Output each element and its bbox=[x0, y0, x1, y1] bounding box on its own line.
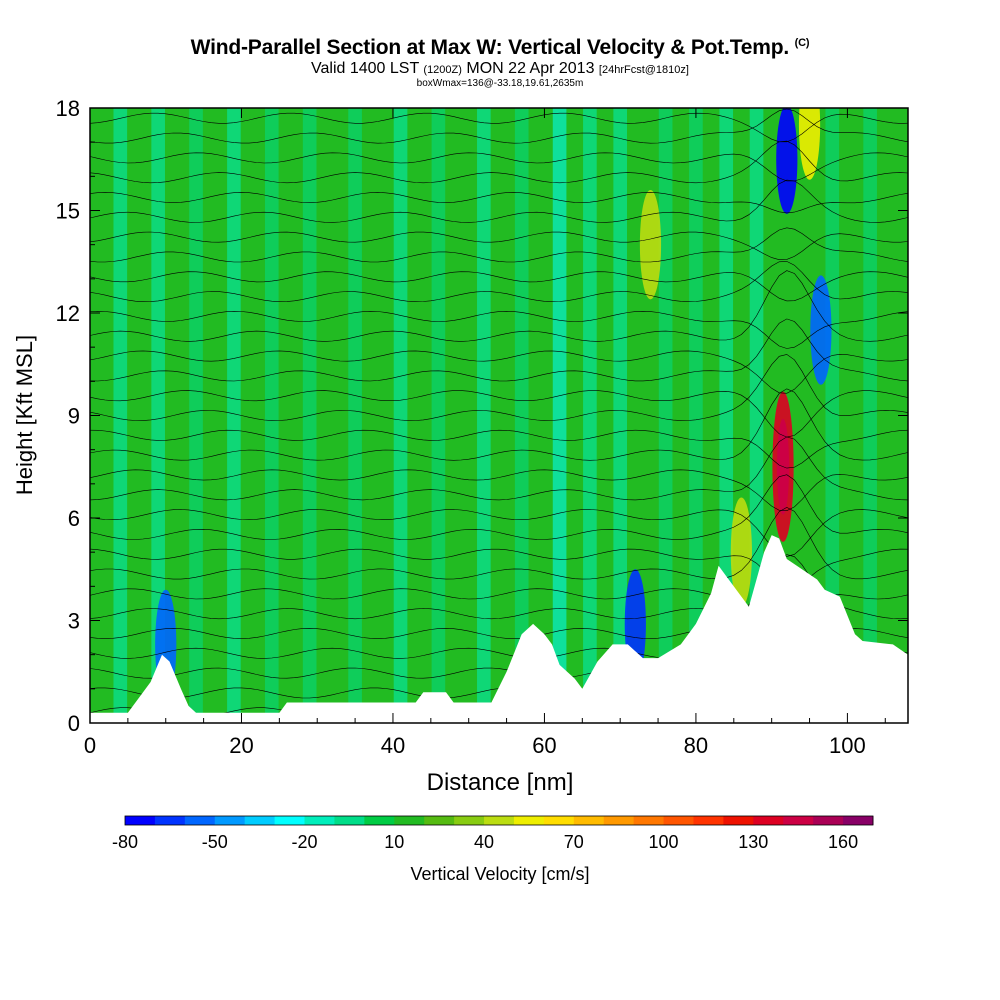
terrain-mask bbox=[90, 535, 908, 723]
chart-title: Wind-Parallel Section at Max W: Vertical… bbox=[0, 36, 1000, 60]
theta-contour bbox=[90, 152, 908, 182]
streak-cell bbox=[189, 108, 203, 723]
chart-subtitle: Valid 1400 LST (1200Z) MON 22 Apr 2013 [… bbox=[0, 60, 1000, 78]
streak-cell bbox=[113, 108, 128, 723]
theta-contour bbox=[90, 436, 908, 501]
streak-cell bbox=[431, 108, 446, 723]
velocity-feature bbox=[810, 275, 832, 385]
theta-contour bbox=[90, 318, 908, 382]
velocity-feature bbox=[776, 108, 798, 214]
x-tick-label: 40 bbox=[381, 733, 405, 758]
theta-contour bbox=[90, 108, 908, 144]
theta-contour bbox=[90, 469, 908, 512]
theta-contour bbox=[90, 310, 908, 349]
streak-cell bbox=[689, 108, 703, 723]
x-tick-label: 60 bbox=[532, 733, 556, 758]
x-tick-label: 20 bbox=[229, 733, 253, 758]
x-tick-label: 80 bbox=[684, 733, 708, 758]
streak-cell bbox=[613, 108, 628, 723]
theta-contour bbox=[90, 388, 908, 461]
theta-contour bbox=[90, 179, 908, 223]
velocity-feature bbox=[639, 190, 662, 300]
theta-contour bbox=[90, 390, 908, 438]
streak-cell bbox=[348, 108, 362, 723]
streak-cell bbox=[552, 108, 567, 723]
streak-cell bbox=[264, 108, 279, 723]
box-wmax-label: boxWmax=136@-33.18,19.61,2635m bbox=[416, 78, 584, 89]
streak-cell bbox=[227, 108, 241, 723]
title-copyright: (C) bbox=[794, 37, 810, 49]
streak-cell bbox=[719, 108, 734, 723]
velocity-feature bbox=[798, 108, 821, 180]
theta-contour bbox=[90, 227, 908, 263]
x-tick-label: 0 bbox=[84, 733, 96, 758]
theta-contour bbox=[90, 474, 908, 540]
streak-cell bbox=[151, 108, 165, 723]
theta-contour bbox=[90, 231, 908, 261]
theta-contour bbox=[90, 261, 908, 303]
theta-contour bbox=[90, 112, 908, 143]
theta-contour bbox=[90, 429, 908, 469]
theta-contour bbox=[90, 62, 908, 103]
forecast-label: [24hrFcst@1810z] bbox=[598, 64, 689, 76]
theta-contour bbox=[90, 354, 908, 421]
theta-contour bbox=[90, 140, 908, 184]
valid-date: MON 22 Apr 2013 bbox=[466, 60, 595, 77]
y-tick-label: 3 bbox=[68, 609, 80, 634]
axes: 0 20 40 60 80 100 0 3 6 9 12 15 18 bbox=[56, 96, 908, 758]
valid-prefix: Valid 1400 LST bbox=[311, 60, 419, 77]
y-tick-label: 0 bbox=[68, 711, 80, 736]
valid-utc: (1200Z) bbox=[423, 64, 462, 76]
streak-cell bbox=[477, 108, 491, 723]
theta-contour bbox=[90, 192, 908, 214]
velocity-feature bbox=[730, 497, 752, 607]
streak-cell bbox=[825, 108, 840, 723]
y-tick-label: 15 bbox=[56, 199, 80, 224]
streak-cell bbox=[583, 108, 597, 723]
streak-cell bbox=[393, 108, 408, 723]
y-tick-label: 12 bbox=[56, 301, 80, 326]
y-tick-label: 6 bbox=[68, 506, 80, 531]
theta-contour bbox=[90, 507, 908, 580]
y-tick-label: 18 bbox=[56, 96, 80, 121]
title-main: Wind-Parallel Section at Max W: Vertical… bbox=[190, 36, 790, 59]
streak-cell bbox=[658, 108, 673, 723]
theta-contour bbox=[90, 350, 908, 394]
theta-contour bbox=[90, 271, 908, 302]
streak-cell bbox=[863, 108, 877, 723]
x-axis-label: Distance [nm] bbox=[427, 769, 574, 796]
y-axis-label: Height [Kft MSL] bbox=[12, 335, 37, 495]
x-tick-label: 100 bbox=[829, 733, 866, 758]
theta-contour bbox=[90, 270, 908, 342]
y-tick-label: 9 bbox=[68, 404, 80, 429]
